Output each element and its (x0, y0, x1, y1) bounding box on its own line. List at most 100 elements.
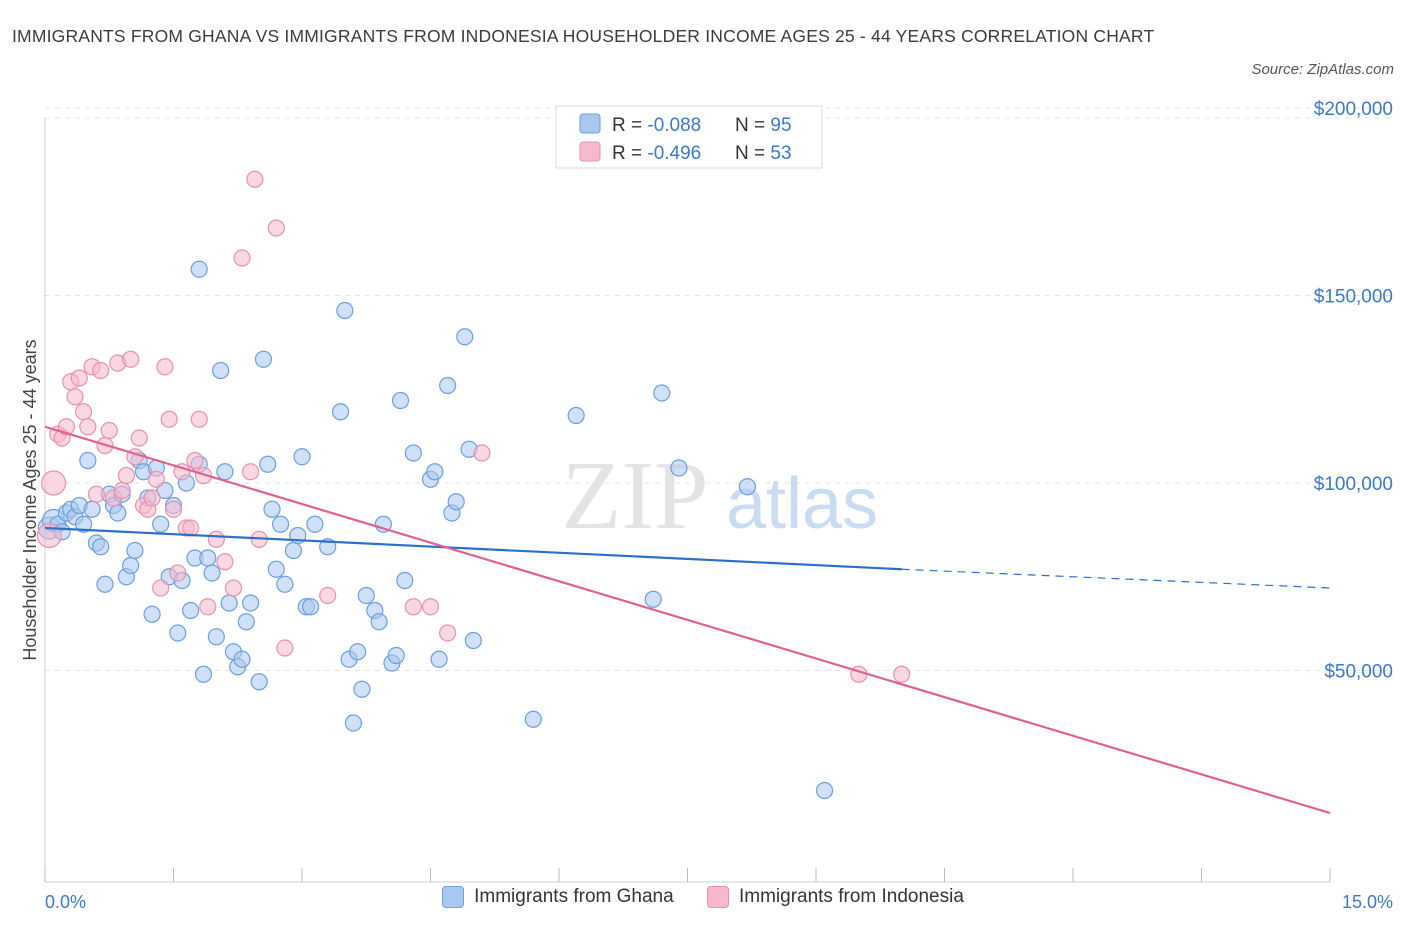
indonesia-point (216, 553, 234, 571)
axes (44, 118, 1331, 883)
ghana-point (336, 301, 354, 320)
legend: Immigrants from Ghana Immigrants from In… (0, 886, 1406, 914)
ghana-point (259, 455, 277, 473)
ghana-point (203, 564, 221, 582)
indonesia-stat-row: R = -0.496 (612, 143, 701, 164)
ghana-point (353, 680, 371, 698)
y-axis-label: Householder Income Ages 25 - 44 years (20, 339, 40, 660)
indonesia-point (147, 470, 165, 488)
indonesia-point (74, 403, 93, 421)
ghana-point (190, 260, 208, 278)
indonesia-point (92, 361, 110, 380)
indonesia-point (143, 489, 161, 507)
ghana-point (404, 444, 422, 462)
ghana-point (344, 714, 362, 732)
ghana-point (263, 500, 281, 518)
tick-labels: $50,000 $100,000 $150,000 $200,000 0.0% 15.0% (45, 99, 1393, 912)
indonesia-point (66, 388, 84, 406)
indonesia-point (242, 463, 260, 481)
ghana-point (122, 556, 140, 575)
ghana-point (74, 515, 93, 533)
trend-lines (44, 425, 1331, 815)
watermark: ZIP atlas (562, 442, 879, 550)
indonesia-point (267, 219, 285, 237)
indonesia-point (199, 598, 217, 616)
indonesia-point (404, 598, 422, 616)
legend-label-ghana: Immigrants from Ghana (474, 886, 674, 907)
ghana-point (349, 643, 367, 661)
chart-title: IMMIGRANTS FROM GHANA VS IMMIGRANTS FROM… (12, 26, 1155, 46)
ghana-point (126, 541, 144, 560)
ghana-point (152, 515, 170, 533)
legend-swatch-ghana (442, 886, 465, 908)
ghana-point (653, 384, 671, 402)
ghana-point (456, 328, 474, 346)
ghana-point (242, 594, 260, 612)
y-tick-label-2: $150,000 (1314, 287, 1393, 308)
grid-lines (45, 107, 1392, 671)
ghana-point (567, 406, 585, 425)
series-indonesia-points (36, 170, 911, 683)
ghana-point (96, 575, 114, 593)
ghana-point (220, 594, 238, 612)
ghana-point (426, 463, 444, 481)
series-ghana-points (37, 260, 834, 800)
ghana-point (644, 590, 662, 608)
ghana-point (143, 605, 161, 623)
legend-item-ghana[interactable]: Immigrants from Ghana (442, 886, 674, 908)
ghana-point (430, 650, 448, 668)
ghana-point (357, 586, 375, 605)
y-tick-label-0: $50,000 (1324, 662, 1393, 683)
ghana-n-label: N = (735, 115, 770, 136)
ghana-point (212, 361, 230, 380)
x-tick-label-0: 0.0% (45, 892, 86, 912)
ghana-point (250, 673, 268, 691)
ghana-point (306, 515, 324, 533)
indonesia-trend-line (44, 425, 1331, 815)
ghana-n-value: 95 (770, 115, 791, 136)
indonesia-r-label: R = (612, 143, 647, 164)
legend-item-indonesia[interactable]: Immigrants from Indonesia (706, 886, 964, 908)
indonesia-point (164, 500, 183, 518)
indonesia-n-label: N = (735, 143, 770, 164)
ghana-point (396, 571, 414, 590)
indonesia-point (246, 170, 264, 188)
ghana-point (439, 376, 457, 395)
ghana-point (79, 451, 97, 470)
indonesia-point (152, 579, 170, 597)
ghana-point (331, 403, 350, 421)
ghana-point (391, 391, 410, 410)
ghana-n-row: N = 95 (735, 115, 792, 136)
ghana-point (370, 613, 388, 631)
ghana-point (738, 478, 757, 496)
ghana-point (237, 613, 255, 631)
indonesia-point (36, 522, 62, 549)
ghana-point (254, 350, 273, 368)
indonesia-point (207, 530, 225, 548)
ghana-point (271, 515, 290, 533)
ghana-point (524, 710, 542, 728)
ghana-point (92, 538, 110, 556)
indonesia-point (893, 665, 911, 683)
ghana-point (267, 560, 285, 578)
ghana-point (199, 549, 217, 567)
ghana-point (815, 781, 834, 800)
indonesia-point (156, 358, 174, 376)
indonesia-point (190, 410, 208, 428)
indonesia-r-value: -0.496 (647, 143, 701, 164)
indonesia-point (160, 410, 178, 428)
indonesia-stat-swatch (579, 141, 601, 162)
ghana-point (276, 575, 294, 593)
legend-label-indonesia: Immigrants from Indonesia (738, 886, 964, 907)
indonesia-point (473, 444, 491, 462)
watermark-zip: ZIP (562, 442, 709, 550)
ghana-stat-swatch (579, 113, 601, 134)
indonesia-n-row: N = 53 (735, 143, 792, 164)
source-label: Source: ZipAtlas.com (1251, 61, 1394, 78)
indonesia-point (79, 418, 97, 436)
indonesia-point (421, 598, 440, 616)
x-tick-label-1: 15.0% (1342, 892, 1393, 912)
ghana-point (83, 500, 101, 518)
indonesia-point (122, 350, 140, 368)
